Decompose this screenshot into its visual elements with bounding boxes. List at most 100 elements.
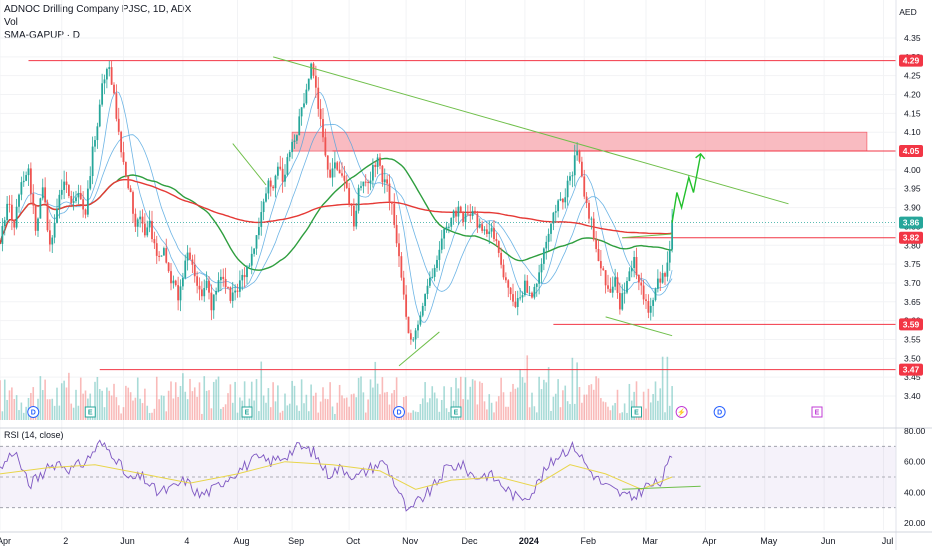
candle-body	[146, 227, 149, 236]
time-tick-label: Oct	[346, 536, 361, 546]
dividend-marker[interactable]	[27, 406, 40, 418]
candle-body	[483, 229, 486, 231]
volume-bar	[621, 412, 624, 420]
time-tick-label: 2	[63, 536, 68, 546]
time-tick-label: Jul	[882, 536, 894, 546]
volume-bar	[103, 407, 106, 420]
volume-bar	[614, 402, 616, 420]
volume-bar	[381, 377, 384, 420]
candle-body	[668, 249, 671, 263]
split-marker[interactable]	[675, 406, 688, 418]
volume-bar	[554, 393, 557, 420]
volume-bar	[68, 372, 70, 420]
dividend-marker[interactable]	[713, 406, 726, 418]
trendline[interactable]	[605, 316, 673, 337]
volume-bar	[486, 409, 488, 420]
candle-body	[616, 277, 619, 293]
price-level-label: 3.47	[903, 365, 920, 375]
volume-indicator-label[interactable]: Vol	[4, 17, 18, 28]
sma-line-200[interactable]	[0, 178, 673, 245]
volume-bar	[654, 381, 657, 420]
candle-body	[44, 187, 47, 203]
volume-bar	[457, 388, 460, 420]
rsi-ma-line[interactable]	[0, 461, 673, 490]
price-tick-label: 3.65	[904, 297, 921, 307]
volume-bar	[155, 376, 158, 420]
trendline[interactable]	[398, 331, 440, 367]
candle-body	[18, 194, 20, 207]
candle-body	[469, 214, 472, 217]
trendlines	[232, 56, 789, 367]
volume-bar	[41, 390, 44, 420]
volume-bar	[15, 395, 18, 420]
projection-line[interactable]	[671, 154, 702, 223]
price-tick-label: 3.40	[904, 391, 921, 401]
earnings-marker[interactable]	[631, 406, 642, 418]
volume-bar	[174, 382, 177, 420]
volume-bar	[649, 402, 652, 420]
candle-body	[521, 295, 524, 298]
earnings-marker[interactable]	[241, 406, 253, 418]
price-tick-label: 4.00	[904, 165, 921, 175]
resistance-zone-box[interactable]	[291, 131, 868, 152]
trendline[interactable]	[622, 233, 673, 239]
volume-bar	[531, 392, 533, 420]
volume-bar	[424, 382, 426, 420]
candle-body	[6, 203, 9, 221]
candle-body	[571, 175, 574, 177]
candle-body	[500, 252, 503, 265]
rsi-trendline[interactable]	[622, 485, 701, 490]
volume-bar	[310, 384, 312, 420]
volume-bar	[557, 379, 559, 420]
volume-bar	[350, 394, 353, 420]
candle-body	[274, 175, 277, 189]
time-tick-label: Mar	[642, 536, 658, 546]
volume-bar	[63, 380, 65, 420]
volume-bar	[440, 399, 443, 420]
volume-bar	[315, 392, 317, 420]
volume-bar	[198, 382, 201, 420]
price-level-badge	[899, 363, 923, 376]
volume-bar	[545, 382, 548, 420]
candle-body	[276, 166, 279, 176]
candle-body	[136, 219, 139, 227]
volume-bar	[272, 382, 274, 420]
volume-bar	[657, 400, 659, 420]
candle-body	[362, 181, 365, 187]
volume-bar	[163, 395, 165, 420]
volume-bar	[623, 403, 626, 420]
candle-body	[618, 292, 621, 310]
dividend-marker[interactable]	[393, 406, 405, 418]
candle-body	[227, 287, 229, 289]
volume-bar	[260, 361, 263, 420]
sma-line-9[interactable]	[0, 91, 673, 323]
volume-bar	[201, 413, 203, 420]
sma-indicator-label[interactable]: SMA-GAPUP · D	[4, 30, 80, 41]
volume-bar	[664, 412, 666, 420]
sma-line-20[interactable]	[0, 123, 673, 292]
rsi-line[interactable]	[0, 439, 673, 512]
volume-bar	[429, 398, 431, 420]
candle-body	[260, 212, 263, 227]
candle-body	[364, 181, 367, 183]
volume-bar	[362, 392, 365, 420]
trendline[interactable]	[272, 56, 789, 205]
earnings-marker[interactable]	[84, 406, 96, 418]
volume-bar	[502, 392, 505, 420]
earnings-marker[interactable]	[811, 406, 823, 418]
price-level-badge	[899, 54, 923, 67]
volume-bar	[231, 402, 234, 420]
volume-bar	[550, 410, 552, 420]
candle-body	[196, 276, 199, 286]
sma-line-50[interactable]	[0, 157, 673, 271]
candle-body	[322, 119, 324, 138]
candle-body	[210, 292, 213, 311]
volume-bar	[578, 387, 581, 420]
volume-bar	[84, 390, 87, 420]
volume-bar	[277, 385, 279, 420]
candle-body	[329, 169, 332, 178]
candle-body	[450, 217, 453, 227]
trendline[interactable]	[232, 143, 267, 186]
earnings-marker[interactable]	[450, 406, 462, 418]
